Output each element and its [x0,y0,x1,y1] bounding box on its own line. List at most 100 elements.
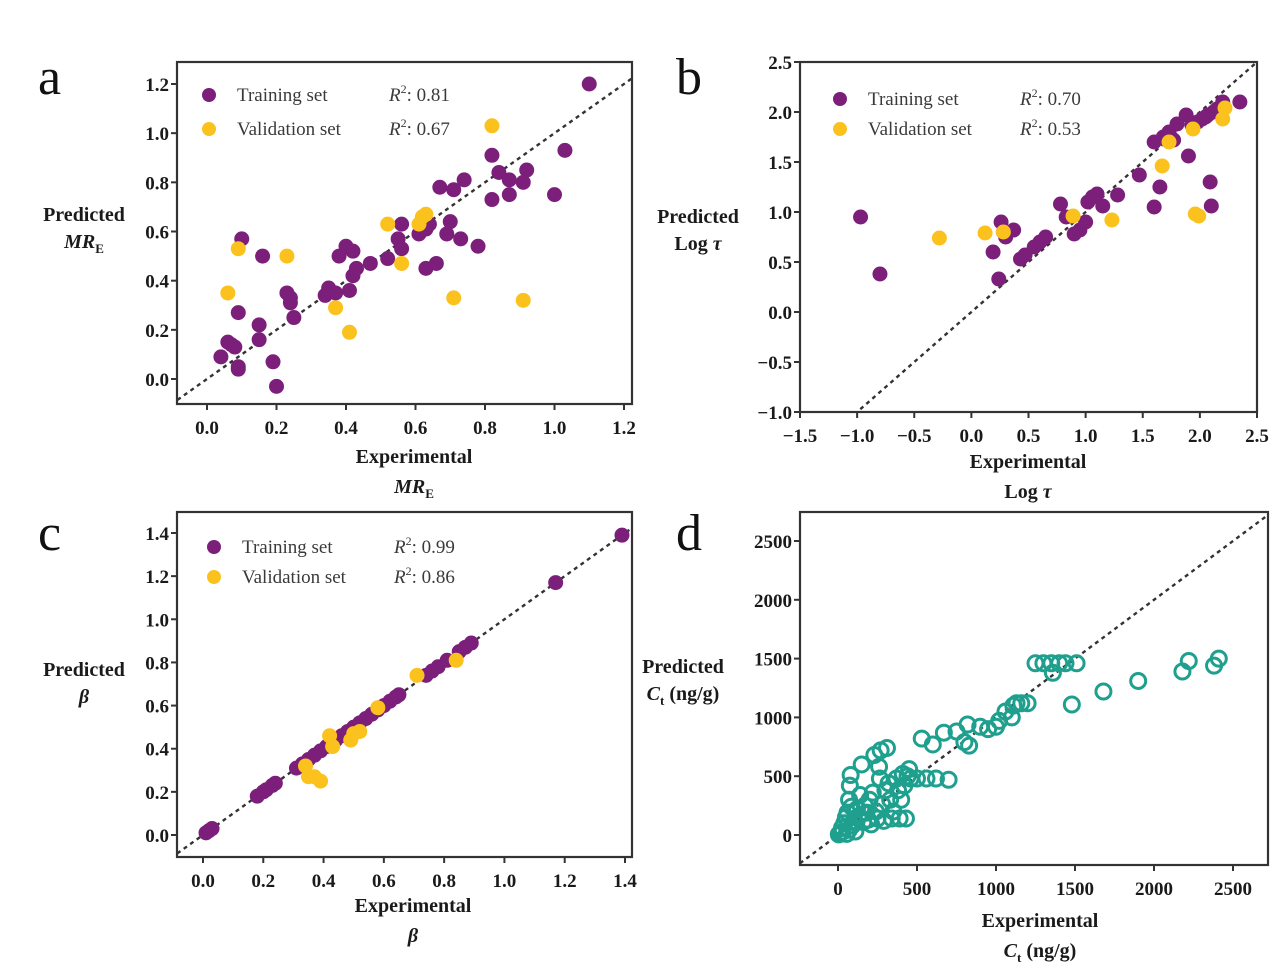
plot-frame [175,60,634,406]
data-point-training-set [470,238,486,254]
data-point-validation-set [220,285,236,301]
x-axis-title: Experimental [982,910,1099,932]
x-tick-label: 1000 [977,879,1015,900]
y-axis-title: Predicted [43,204,125,226]
data-point-validation-set [977,225,993,241]
y-tick-label: 0 [783,826,793,847]
data-point-validation-set [313,773,329,789]
panel-letter: a [38,49,61,106]
data-point-training-set [547,187,562,203]
x-tick-label: 1.0 [1074,426,1098,447]
data-point-training-set [991,271,1007,287]
data-point-training-set [1131,167,1147,183]
data-point-validation-set [1104,212,1120,228]
x-tick-label: −0.5 [897,426,932,447]
data-point-predictions [1094,682,1113,701]
y-tick-label: 1.2 [145,567,169,588]
y-tick-label: 0.5 [768,253,792,274]
y-tick-label: 1.0 [145,610,169,631]
data-point-validation-set [931,230,947,246]
y-axis-title: Predicted [657,206,739,228]
data-point-training-set [519,162,535,178]
x-tick-label: 0.8 [432,871,456,892]
panel-d: d 0 500 1000 1500 2000 2500 0 500 1000 1500 2000 250… [642,505,1270,965]
data-point-validation-set [341,324,357,340]
data-point-training-set [515,174,531,190]
y-tick-label: 0.6 [145,223,169,244]
x-tick-label: 0.0 [195,418,219,439]
x-tick-label: 0.4 [312,871,336,892]
data-point-predictions [958,715,977,734]
panel-a: a 0.0 0.2 0.4 0.6 0.8 1.0 1.2 0.0 0.2 0.4 0.6 0.8 1.0… [38,49,636,501]
panel-letter: d [676,505,702,562]
data-point-training-set [428,255,444,271]
y-tick-label: 1.0 [768,203,792,224]
points-layer [853,94,1248,287]
data-point-predictions [892,790,911,809]
legend-marker [202,88,216,102]
data-point-predictions [926,769,945,788]
data-point-training-set [1146,199,1162,215]
x-tick-label: 2500 [1214,879,1252,900]
data-point-predictions [1209,649,1228,668]
data-point-validation-set [1161,134,1177,150]
x-axis-unit: Log τ [1004,481,1052,503]
data-point-training-set [491,165,507,180]
data-point-validation-set [352,723,368,739]
data-point-training-set [394,216,410,232]
data-point-training-set [345,243,361,259]
y-tick-label: −1.0 [757,403,792,424]
y-tick-label: 2500 [754,532,792,553]
data-point-predictions [908,769,926,788]
data-point-predictions [917,769,936,788]
x-tick-label: −1.0 [840,426,875,447]
data-point-predictions [877,738,896,757]
data-point-training-set [484,192,500,208]
data-point-predictions [852,755,871,774]
x-tick-label: 1.0 [493,871,517,892]
data-point-training-set [255,248,271,264]
x-tick-label: 500 [903,879,932,900]
legend-r2: R2: 0.86 [393,564,455,588]
x-tick-label: 0.6 [372,871,396,892]
legend-marker [207,570,221,584]
panel-letter: c [38,505,61,562]
legend: Training set R2: 0.81 Validation set R2: 0.… [202,82,450,140]
data-point-validation-set [515,292,531,308]
legend-marker [833,92,847,106]
y-tick-label: −0.5 [757,353,792,374]
data-point-training-set [1078,214,1094,230]
data-point-training-set [251,317,267,333]
y-axis-unit: MRE [63,231,104,256]
points-layer [213,76,597,394]
data-point-validation-set [380,216,396,232]
data-point-validation-set [484,118,500,134]
x-tick-label: 0.2 [251,871,275,892]
y-tick-label: 2000 [754,591,792,612]
y-tick-label: 1.5 [768,153,792,174]
legend-r2: R2: 0.99 [393,534,455,558]
data-point-validation-set [279,248,295,264]
y-tick-label: 0.0 [145,370,169,391]
identity-line [855,62,1257,412]
legend: Training set R2: 0.70 Validation set R2: 0.… [833,86,1081,140]
data-point-training-set [442,214,458,230]
data-point-validation-set [409,667,425,683]
data-point-training-set [456,172,472,188]
data-point-training-set [1152,179,1168,195]
data-point-training-set [341,283,357,298]
panel-b: b−1.5 −1.0 −0.5 0.0 0.5 1.0 1.5 2.0 2.5−1.0−0.50… [657,49,1269,503]
x-tick-label: 0.6 [404,418,428,439]
data-point-training-set [1232,94,1248,110]
x-tick-label: 2.0 [1188,426,1212,447]
x-tick-label: 0.2 [265,418,289,439]
legend-label: Training set [868,89,959,110]
data-point-training-set [614,527,630,543]
legend-label: Training set [237,85,328,106]
x-axis-title: Experimental [355,895,472,917]
x-tick-label: 1.2 [612,418,636,439]
y-tick-label: 1.4 [145,524,169,545]
panel-letter: b [676,49,702,106]
y-tick-label: 1.0 [145,124,169,145]
